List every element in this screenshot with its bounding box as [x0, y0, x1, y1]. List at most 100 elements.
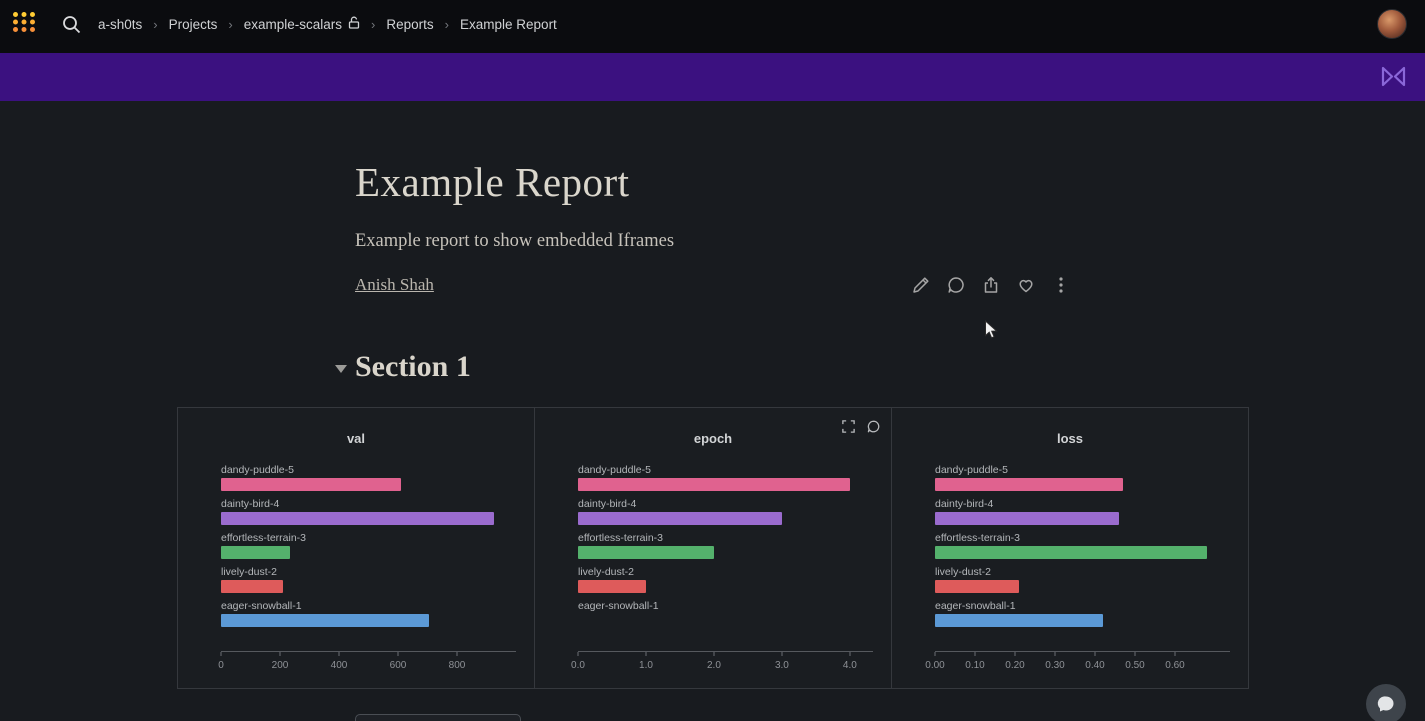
breadcrumb-project[interactable]: example-scalars: [244, 16, 360, 32]
run-label: eager-snowball-1: [935, 600, 1016, 612]
breadcrumb-team[interactable]: a-sh0ts: [98, 16, 143, 32]
lock-open-icon: [348, 16, 360, 32]
run-label: effortless-terrain-3: [935, 532, 1021, 544]
search-icon[interactable]: [54, 7, 88, 41]
heart-icon[interactable]: [1015, 274, 1037, 296]
bar[interactable]: [578, 546, 714, 559]
axis-tick-label: 200: [271, 660, 289, 671]
chart-row: eager-snowball-1: [221, 600, 516, 634]
wandb-dots-logo[interactable]: [12, 11, 36, 38]
panel-hover-toolbar: [840, 418, 881, 434]
fullscreen-expand-icon[interactable]: [840, 418, 856, 434]
user-avatar[interactable]: [1377, 9, 1407, 39]
report-actions: [910, 274, 1072, 296]
x-axis: 0.00 0.10 0.20 0.30 0.40 0.50 0.60: [925, 651, 1230, 675]
axis-tick: [279, 652, 281, 656]
run-label: dainty-bird-4: [578, 498, 637, 510]
chart-row: lively-dust-2: [935, 566, 1230, 600]
axis-tick: [645, 652, 647, 656]
chart-row: lively-dust-2: [221, 566, 516, 600]
bar[interactable]: [578, 478, 850, 491]
chart-row: dainty-bird-4: [221, 498, 516, 532]
breadcrumb-separator: ›: [228, 16, 233, 32]
chart-row: dandy-puddle-5: [578, 464, 873, 498]
kebab-menu-icon[interactable]: [1050, 274, 1072, 296]
edit-pencil-icon[interactable]: [910, 274, 932, 296]
run-label: lively-dust-2: [221, 566, 278, 578]
bar[interactable]: [578, 512, 782, 525]
comment-icon[interactable]: [945, 274, 967, 296]
bar-chart: dandy-puddle-5 dainty-bird-4 effortless-te…: [578, 464, 873, 634]
clipped-bottom-element[interactable]: [355, 714, 521, 721]
axis-tick: [577, 652, 579, 656]
axis-tick: [1134, 652, 1136, 656]
bar[interactable]: [221, 478, 401, 491]
chart-panel-epoch[interactable]: epoch dandy-puddle-5 dainty-bird-4 effortl…: [535, 408, 892, 688]
chart-row: eager-snowball-1: [935, 600, 1230, 634]
run-label: dainty-bird-4: [221, 498, 280, 510]
breadcrumb-separator: ›: [444, 16, 450, 32]
axis-tick-label: 4.0: [842, 660, 857, 671]
mouse-cursor: [984, 319, 999, 345]
bar[interactable]: [935, 546, 1207, 559]
chart-title: epoch: [693, 431, 733, 446]
bar[interactable]: [935, 580, 1019, 593]
breadcrumb-current-report[interactable]: Example Report: [460, 16, 557, 32]
breadcrumb-reports[interactable]: Reports: [386, 16, 434, 32]
bar[interactable]: [935, 614, 1103, 627]
axis-tick-label: 2.0: [706, 660, 721, 671]
run-label: effortless-terrain-3: [221, 532, 307, 544]
chart-row: dainty-bird-4: [578, 498, 873, 532]
chart-row: dandy-puddle-5: [221, 464, 516, 498]
wandb-bowtie-logo[interactable]: [1380, 65, 1407, 93]
bar-chart: dandy-puddle-5 dainty-bird-4 effortless-te…: [935, 464, 1230, 634]
section-collapse-caret-icon[interactable]: [335, 365, 347, 373]
axis-tick-label: 800: [448, 660, 466, 671]
axis-tick-label: 0.50: [1125, 660, 1145, 671]
chart-row: effortless-terrain-3: [221, 532, 516, 566]
axis-tick: [781, 652, 783, 656]
bar[interactable]: [935, 478, 1123, 491]
axis-tick-label: 400: [330, 660, 348, 671]
comment-icon[interactable]: [865, 418, 881, 434]
chart-panel-val[interactable]: val dandy-puddle-5 dainty-bird-4 effortles…: [178, 408, 535, 688]
chart-row: effortless-terrain-3: [578, 532, 873, 566]
share-icon[interactable]: [980, 274, 1002, 296]
run-label: lively-dust-2: [578, 566, 635, 578]
axis-tick-label: 0.10: [965, 660, 985, 671]
bar[interactable]: [935, 512, 1119, 525]
axis-tick-label: 0.0: [571, 660, 585, 671]
bar-chart: dandy-puddle-5 dainty-bird-4 effortless-te…: [221, 464, 516, 634]
author-link[interactable]: Anish Shah: [355, 275, 434, 294]
axis-tick-label: 600: [389, 660, 407, 671]
axis-tick-label: 0.40: [1085, 660, 1105, 671]
chat-bubble-icon[interactable]: [1366, 684, 1406, 721]
run-label: eager-snowball-1: [221, 600, 302, 612]
x-axis: 0.0 1.0 2.0 3.0 4.0: [571, 651, 873, 675]
chart-title: loss: [1056, 431, 1083, 446]
axis-tick-label: 0.20: [1005, 660, 1025, 671]
panel-grid: val dandy-puddle-5 dainty-bird-4 effortles…: [177, 407, 1249, 689]
run-label: dandy-puddle-5: [935, 464, 1008, 476]
axis-tick: [456, 652, 458, 656]
axis-tick-label: 1.0: [639, 660, 653, 671]
bar[interactable]: [221, 614, 429, 627]
breadcrumb-separator: ›: [371, 16, 376, 32]
axis-tick-label: 0.00: [925, 660, 945, 671]
chart-panel-loss[interactable]: loss dandy-puddle-5 dainty-bird-4 effortle…: [892, 408, 1248, 688]
bar[interactable]: [221, 512, 494, 525]
bar[interactable]: [221, 546, 291, 559]
axis-tick: [338, 652, 340, 656]
axis-tick: [1054, 652, 1056, 656]
bar[interactable]: [221, 580, 283, 593]
chart-row: effortless-terrain-3: [935, 532, 1230, 566]
axis-tick-label: 0.30: [1045, 660, 1065, 671]
axis-tick: [1174, 652, 1176, 656]
bar[interactable]: [578, 580, 646, 593]
run-label: dandy-puddle-5: [578, 464, 651, 476]
breadcrumb-projects[interactable]: Projects: [168, 16, 218, 32]
axis-tick: [220, 652, 222, 656]
report-subtitle: Example report to show embedded Iframes: [355, 231, 675, 251]
section-title: Section 1: [355, 350, 471, 383]
run-label: effortless-terrain-3: [578, 532, 664, 544]
